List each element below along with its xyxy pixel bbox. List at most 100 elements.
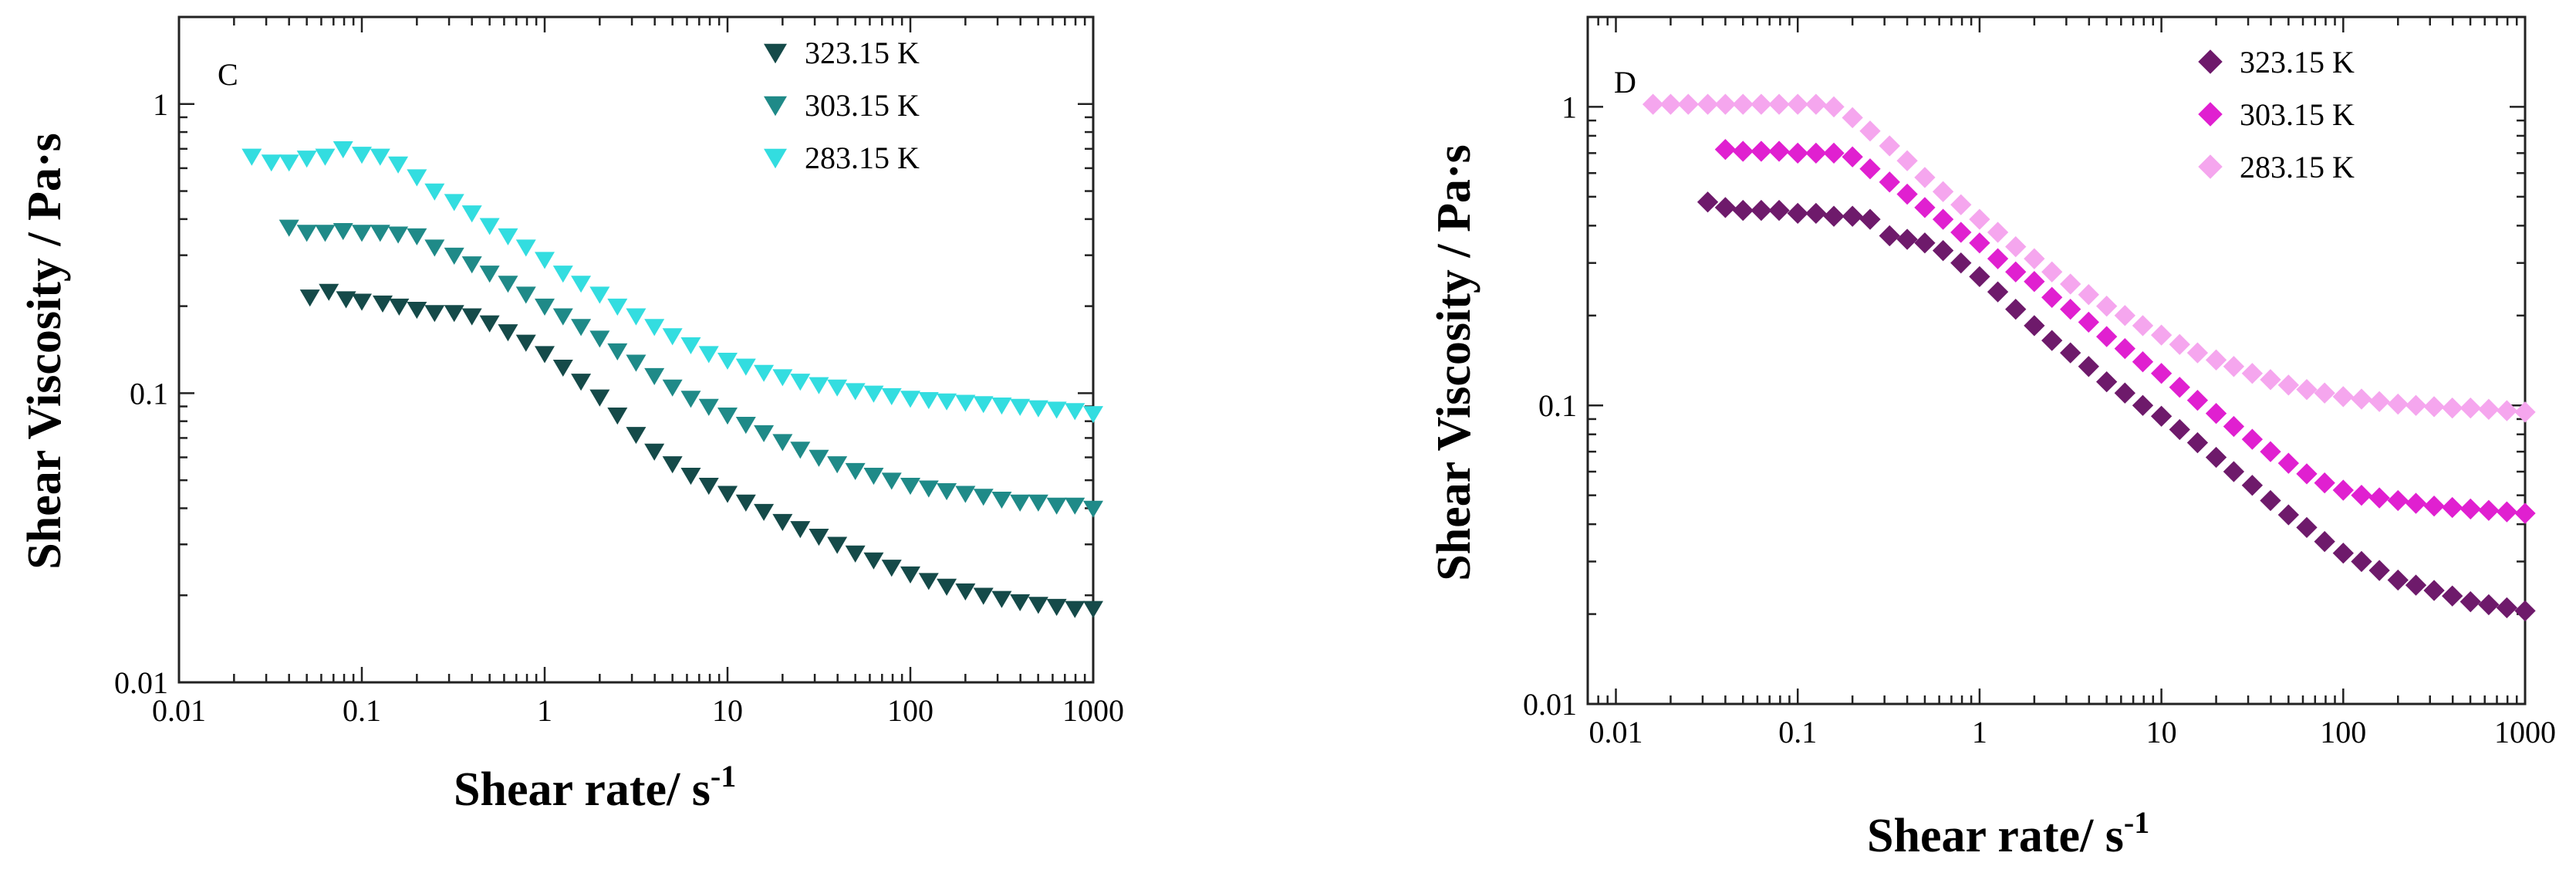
data-point (1787, 93, 1808, 115)
data-point (552, 359, 573, 377)
data-point (1896, 228, 1918, 250)
y-tick-label: 1 (153, 87, 168, 122)
panel-label: C (218, 57, 238, 92)
data-point (407, 169, 427, 187)
data-point (1751, 199, 1772, 222)
data-point (2024, 315, 2045, 337)
y-tick-label: 0.1 (130, 376, 168, 411)
legend-label: 303.15 K (805, 88, 920, 123)
data-point (1950, 252, 1972, 274)
data-point (1083, 406, 1103, 424)
data-point (2405, 394, 2427, 416)
data-point (1028, 400, 1048, 418)
data-point (2478, 499, 2500, 521)
data-point (955, 583, 976, 601)
data-point (2186, 342, 2209, 364)
data-point (2478, 398, 2500, 420)
data-point (370, 225, 390, 242)
data-point (261, 154, 282, 172)
data-point (698, 398, 719, 416)
data-point (479, 266, 500, 283)
data-point (991, 590, 1012, 608)
series-303-15-k (279, 219, 1103, 518)
data-point (1768, 140, 1790, 162)
data-point (607, 298, 628, 316)
data-point (717, 408, 738, 425)
data-point (1932, 208, 1954, 230)
data-point (2442, 397, 2463, 419)
data-point (373, 295, 393, 313)
data-point (2405, 574, 2427, 596)
data-point (2296, 516, 2318, 539)
data-point (900, 566, 920, 584)
legend-marker (764, 43, 787, 64)
data-point (790, 374, 811, 391)
y-tick-label: 0.1 (1538, 388, 1577, 423)
axis-ticks (177, 15, 1095, 684)
data-point (1010, 494, 1031, 512)
series-323-15-k (299, 283, 1103, 618)
data-point (2277, 374, 2299, 396)
data-point (2186, 431, 2209, 454)
data-point (2496, 597, 2518, 619)
data-point (552, 308, 573, 326)
data-point (352, 225, 372, 242)
data-point (1950, 222, 1972, 243)
data-point (1859, 158, 1881, 180)
data-point (881, 387, 902, 406)
data-point (809, 377, 829, 394)
data-point (2205, 402, 2227, 425)
data-point (1046, 598, 1067, 617)
y-axis-title: Shear Viscosity / Pa·s (1428, 144, 1480, 581)
data-point (1914, 232, 1936, 254)
data-point (1714, 138, 1737, 161)
data-point (1823, 142, 1845, 164)
data-point (2024, 271, 2045, 293)
data-point (2496, 400, 2518, 421)
data-point (2260, 441, 2281, 462)
data-point (461, 205, 482, 223)
data-point (1987, 222, 2009, 243)
data-point (662, 328, 683, 346)
data-point (389, 298, 410, 316)
data-point (1932, 181, 1954, 202)
data-point (754, 503, 775, 521)
series-303-15-k (1714, 138, 2536, 524)
data-point (1010, 594, 1031, 611)
data-point (2241, 475, 2264, 496)
data-point (626, 354, 647, 372)
data-point (937, 578, 957, 596)
data-point (1028, 494, 1048, 512)
data-point (644, 443, 665, 461)
legend-label: 283.15 K (805, 140, 920, 175)
data-point (333, 222, 353, 241)
series-283-15-k (241, 141, 1103, 424)
data-point (1697, 93, 1719, 115)
data-point (2351, 485, 2372, 506)
legend-label: 303.15 K (2240, 97, 2355, 132)
data-point (1987, 281, 2009, 303)
data-point (479, 315, 500, 333)
data-point (535, 346, 555, 364)
data-point (1805, 142, 1827, 164)
data-point (589, 389, 610, 407)
data-point (2132, 394, 2154, 416)
data-point (2460, 590, 2481, 613)
data-point (845, 383, 866, 401)
data-point (461, 308, 482, 326)
legend-marker (2198, 154, 2223, 179)
data-point (1751, 93, 1772, 115)
data-point (2387, 569, 2409, 591)
data-point (2132, 351, 2154, 373)
data-point (607, 408, 628, 425)
data-point (1046, 401, 1067, 419)
data-point (2223, 415, 2245, 438)
data-point (1677, 93, 1699, 115)
data-point (698, 478, 719, 496)
data-point (754, 364, 775, 382)
data-point (552, 266, 573, 283)
data-point (279, 154, 299, 172)
data-point (319, 283, 339, 301)
data-point (2078, 311, 2099, 333)
